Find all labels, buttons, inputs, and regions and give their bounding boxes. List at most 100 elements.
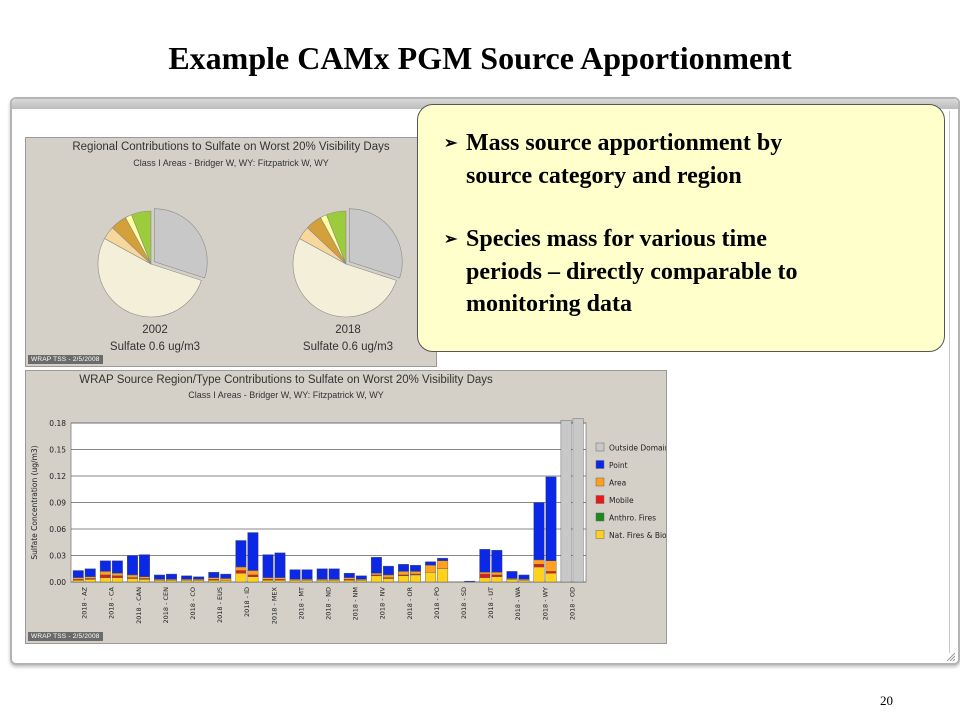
x-tick-label: 2018 - WY [541,587,549,620]
bar-segment [127,574,138,578]
slide-title: Example CAMx PGM Source Apportionment [168,40,792,76]
bar-segment [437,568,449,583]
x-tick-label: 2018 - ID [243,587,251,617]
bar-chart: 0.00 0.03 0.06 0.09 0.12 0.15 0.18 Sulfate Conc… [30,418,666,624]
bar-segment [479,577,491,583]
pie-slice [131,210,152,265]
legend-label: Anthro. Fires [609,514,656,523]
pie-year-2002: 2002 [142,324,168,336]
bar-segment [208,577,220,580]
bar-segment [154,574,166,580]
x-tick-label: 2018 - CO [189,587,197,620]
x-tick-label: 2018 - NV [379,586,387,619]
bar-segment [479,573,491,578]
arrow-bullet-icon: ➢ [444,231,458,248]
bar-segment [220,580,232,583]
legend-swatch [595,530,605,539]
bar-segment [506,571,518,579]
bar-segment [235,566,247,571]
x-tick-label: 2018 - EUS [216,587,224,623]
bar-segment [72,577,84,580]
bar-segment [437,560,449,569]
bar-segment [72,580,84,583]
bar-segment [533,502,545,561]
bar-segment [343,577,355,580]
pie-sulfate-label-2018: Sulfate 0.6 ug/m3 [302,341,394,353]
legend-swatch [595,512,605,522]
pie-panel-title: Regional Contributions to Sulfate on Wor… [72,141,390,153]
y-tick-label: 0.00 [49,578,66,587]
pie-charts [97,208,403,318]
bar-segment [382,578,394,583]
bar-segment [84,579,96,583]
bar-segment [545,571,557,574]
x-tick-label: 2018 - WA [514,586,522,620]
bar-segment [533,559,545,565]
bar-segment [181,580,193,583]
callout-bullet-1: ➢ Mass source apportionment by source cat… [444,127,782,192]
bar-segment [99,574,111,578]
bar-segment [425,565,437,573]
resize-grip-icon[interactable] [945,651,955,661]
bar-segment [398,564,409,572]
bar-segment [533,564,545,568]
bar-panel-tag: WRAP TSS - 2/5/2008 [28,632,103,641]
bar-segment [545,476,557,561]
pie-panel-subtitle: Class I Areas - Bridger W, WY: Fitzpatri… [133,158,329,168]
bar-segment [382,574,394,578]
legend-swatch [595,442,605,452]
bar-segment [262,580,274,583]
bar-segment [235,540,247,568]
bar-segment [111,575,123,578]
y-tick-label: 0.09 [49,499,66,508]
bar-segment [560,420,572,583]
bar-segment [370,557,382,574]
legend-label: Area [609,479,626,488]
page-number: 20 [880,693,893,708]
bar-segment [99,577,111,583]
bar-segment [127,578,138,583]
x-tick-label: 2018 - SD [460,587,468,619]
pie-year-2018: 2018 [335,324,361,336]
bar-segment [193,576,205,580]
legend-label: Outside Domain [609,444,666,453]
pie-sulfate-label-2002: Sulfate 0.6 ug/m3 [109,341,201,353]
bar-segment [343,572,355,578]
bar-segment [398,571,409,576]
bar-segment [274,580,286,583]
x-tick-label: 2018 - CA [108,586,116,619]
bar-segment [289,580,301,583]
bar-segment [139,576,150,579]
bar-segment [220,573,232,579]
bar-segment [437,557,449,561]
bar-segment [479,549,491,573]
bar-segment [316,568,328,580]
bar-segment [247,570,259,576]
bar-segment [382,565,394,576]
pie-slice [97,238,202,318]
x-tick-label: 2018 - CEN [162,587,170,624]
bar-segment [274,577,286,580]
bar-segment [506,579,518,583]
pie-panel-tag: WRAP TSS - 2/5/2008 [28,355,103,364]
bar-segment [166,580,178,583]
bar-segment [398,575,409,583]
bar-segment [247,532,259,571]
bar-segment [545,572,557,583]
bar-segment [72,570,84,578]
bar-chart-subtitle: Class I Areas - Bridger W, WY: Fitzpatri… [188,390,384,400]
bar-segment [316,580,328,583]
bar-segment [235,572,247,583]
bar-segment [518,580,530,583]
x-tick-label: 2018 - PO [433,587,441,619]
legend-swatch [595,460,605,469]
x-tick-label: 2018 - ND [325,587,333,620]
x-tick-label: 2018 - CAN [135,587,143,624]
bar-segment [139,579,150,583]
x-tick-label: 2018 - MEX [270,586,278,624]
bar-segment [111,560,123,574]
bar-segment [139,554,150,577]
bar-segment [464,580,476,583]
bar-segment [247,576,259,583]
bar-segment [274,552,286,578]
